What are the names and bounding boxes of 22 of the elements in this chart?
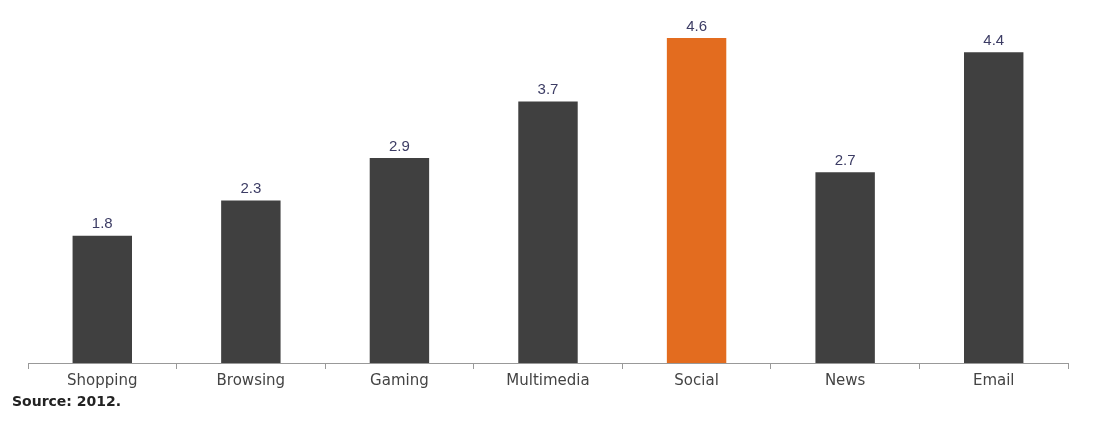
bar bbox=[518, 101, 578, 363]
data-label: 2.7 bbox=[834, 150, 856, 168]
data-label: 3.7 bbox=[537, 80, 559, 98]
data-label: 2.3 bbox=[240, 179, 262, 197]
x-tick-label: Browsing bbox=[216, 370, 286, 389]
x-tick-label: Social bbox=[674, 370, 719, 389]
x-tick-label: Shopping bbox=[67, 370, 138, 389]
x-tick-label: Gaming bbox=[370, 370, 429, 389]
data-label: 4.6 bbox=[686, 16, 707, 34]
bar bbox=[815, 172, 875, 363]
source-note: Source: 2012. bbox=[12, 393, 123, 409]
bar bbox=[369, 158, 430, 363]
x-tick-label: Email bbox=[972, 370, 1015, 389]
bar bbox=[964, 52, 1024, 363]
data-label: 1.8 bbox=[91, 214, 113, 232]
data-label: 2.9 bbox=[389, 136, 410, 154]
bar bbox=[666, 38, 727, 363]
x-tick-label: News bbox=[824, 370, 866, 389]
bar bbox=[72, 235, 132, 363]
data-label: 4.4 bbox=[983, 30, 1005, 48]
x-tick-label: Multimedia bbox=[506, 370, 590, 389]
bar bbox=[221, 200, 281, 363]
